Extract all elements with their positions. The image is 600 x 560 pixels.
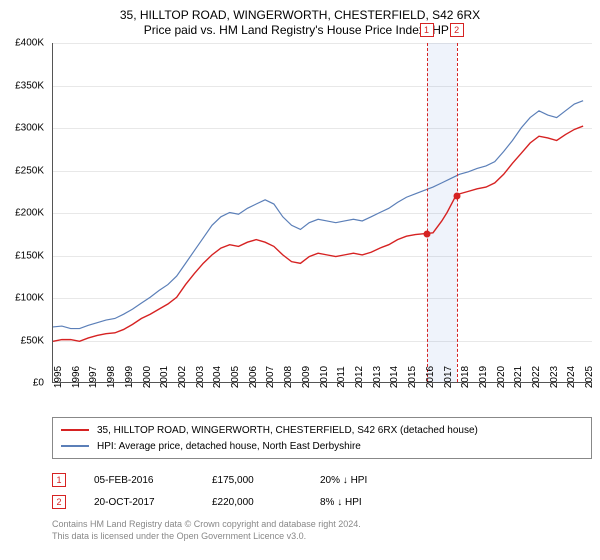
x-axis-label: 2016 bbox=[425, 366, 436, 388]
event-date: 20-OCT-2017 bbox=[94, 497, 184, 508]
footer-line: This data is licensed under the Open Gov… bbox=[52, 531, 592, 543]
x-axis-label: 2003 bbox=[195, 366, 206, 388]
event-price: £220,000 bbox=[212, 497, 292, 508]
sub-title: Price paid vs. HM Land Registry's House … bbox=[8, 23, 592, 37]
x-axis-label: 2024 bbox=[566, 366, 577, 388]
x-axis-label: 2004 bbox=[212, 366, 223, 388]
marker-line bbox=[427, 43, 428, 382]
marker-box: 2 bbox=[450, 23, 464, 37]
legend-row: 35, HILLTOP ROAD, WINGERWORTH, CHESTERFI… bbox=[61, 422, 583, 438]
legend: 35, HILLTOP ROAD, WINGERWORTH, CHESTERFI… bbox=[52, 417, 592, 459]
x-axis-label: 2008 bbox=[283, 366, 294, 388]
legend-swatch bbox=[61, 445, 89, 447]
x-axis-label: 1997 bbox=[88, 366, 99, 388]
x-axis-label: 2002 bbox=[177, 366, 188, 388]
events-table: 1 05-FEB-2016 £175,000 20% ↓ HPI 2 20-OCT-201… bbox=[52, 469, 592, 513]
y-axis-label: £100K bbox=[0, 293, 44, 304]
x-axis-label: 2014 bbox=[389, 366, 400, 388]
marker-dot bbox=[423, 231, 430, 238]
x-axis-label: 2023 bbox=[549, 366, 560, 388]
y-axis-label: £400K bbox=[0, 38, 44, 49]
x-axis-label: 2018 bbox=[460, 366, 471, 388]
plot-area: £0£50K£100K£150K£200K£250K£300K£350K£400… bbox=[52, 43, 592, 383]
y-axis-label: £200K bbox=[0, 208, 44, 219]
event-row: 2 20-OCT-2017 £220,000 8% ↓ HPI bbox=[52, 491, 592, 513]
y-axis-label: £50K bbox=[0, 335, 44, 346]
x-axis-label: 2009 bbox=[301, 366, 312, 388]
chart-container: 35, HILLTOP ROAD, WINGERWORTH, CHESTERFI… bbox=[0, 0, 600, 560]
footer-attribution: Contains HM Land Registry data © Crown c… bbox=[52, 519, 592, 542]
x-axis-label: 2011 bbox=[336, 366, 347, 388]
x-axis-label: 2013 bbox=[372, 366, 383, 388]
x-axis-label: 2020 bbox=[496, 366, 507, 388]
legend-label: HPI: Average price, detached house, Nort… bbox=[97, 441, 361, 452]
y-axis-label: £0 bbox=[0, 378, 44, 389]
main-title: 35, HILLTOP ROAD, WINGERWORTH, CHESTERFI… bbox=[8, 8, 592, 22]
event-marker: 1 bbox=[52, 473, 66, 487]
series-hpi bbox=[53, 101, 583, 329]
x-axis-label: 2025 bbox=[584, 366, 595, 388]
x-axis-label: 2005 bbox=[230, 366, 241, 388]
x-axis-label: 2012 bbox=[354, 366, 365, 388]
x-axis-label: 2000 bbox=[142, 366, 153, 388]
x-axis-label: 2010 bbox=[319, 366, 330, 388]
event-price: £175,000 bbox=[212, 475, 292, 486]
x-axis-label: 1998 bbox=[106, 366, 117, 388]
event-date: 05-FEB-2016 bbox=[94, 475, 184, 486]
plot-inner: 12 1995199619971998199920002001200220032… bbox=[52, 43, 592, 383]
x-axis-label: 1999 bbox=[124, 366, 135, 388]
legend-row: HPI: Average price, detached house, Nort… bbox=[61, 438, 583, 454]
title-block: 35, HILLTOP ROAD, WINGERWORTH, CHESTERFI… bbox=[8, 8, 592, 37]
y-axis-label: £350K bbox=[0, 80, 44, 91]
x-axis-label: 2007 bbox=[265, 366, 276, 388]
marker-dot bbox=[453, 193, 460, 200]
series-lines bbox=[53, 43, 592, 382]
event-change: 8% ↓ HPI bbox=[320, 497, 430, 508]
x-axis-label: 2017 bbox=[443, 366, 454, 388]
x-axis-label: 2019 bbox=[478, 366, 489, 388]
x-axis-label: 2006 bbox=[248, 366, 259, 388]
legend-label: 35, HILLTOP ROAD, WINGERWORTH, CHESTERFI… bbox=[97, 425, 478, 436]
event-marker: 2 bbox=[52, 495, 66, 509]
y-axis-label: £150K bbox=[0, 250, 44, 261]
x-axis-label: 1995 bbox=[53, 366, 64, 388]
y-axis-label: £300K bbox=[0, 123, 44, 134]
x-axis-label: 2015 bbox=[407, 366, 418, 388]
event-row: 1 05-FEB-2016 £175,000 20% ↓ HPI bbox=[52, 469, 592, 491]
marker-line bbox=[457, 43, 458, 382]
marker-box: 1 bbox=[420, 23, 434, 37]
x-axis-label: 2021 bbox=[513, 366, 524, 388]
legend-swatch bbox=[61, 429, 89, 431]
footer-line: Contains HM Land Registry data © Crown c… bbox=[52, 519, 592, 531]
x-axis-label: 2001 bbox=[159, 366, 170, 388]
y-axis-label: £250K bbox=[0, 165, 44, 176]
x-axis-label: 2022 bbox=[531, 366, 542, 388]
event-change: 20% ↓ HPI bbox=[320, 475, 430, 486]
x-axis-label: 1996 bbox=[71, 366, 82, 388]
